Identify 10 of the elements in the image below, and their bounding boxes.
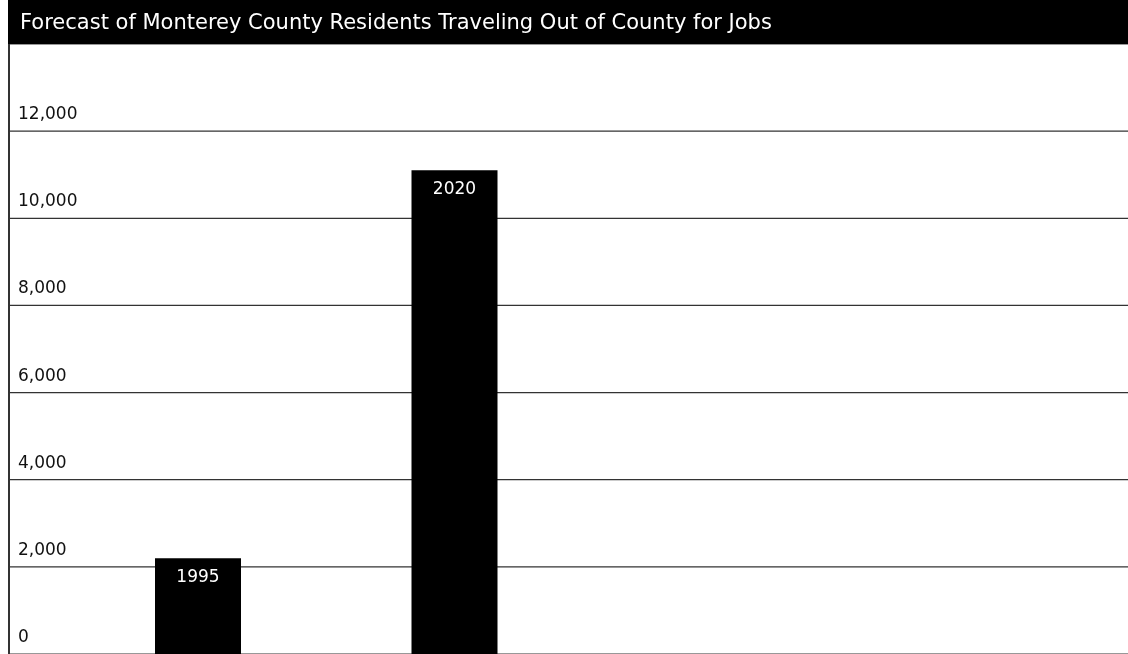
y-tick-label: 4,000: [18, 451, 67, 472]
y-tick-label: 8,000: [18, 277, 67, 298]
y-tick-label: 6,000: [18, 364, 67, 385]
y-tick-label: 2,000: [18, 538, 67, 559]
x-tick-label: 2020: [432, 178, 477, 199]
y-tick-label: 0: [18, 626, 29, 646]
y-tick-label: 12,000: [18, 103, 78, 124]
x-tick-label: 1995: [176, 566, 220, 587]
y-tick-label: 10,000: [18, 190, 78, 211]
chart-title: Forecast of Monterey County Residents Traveling Out of County for Jobs: [8, 0, 1128, 44]
